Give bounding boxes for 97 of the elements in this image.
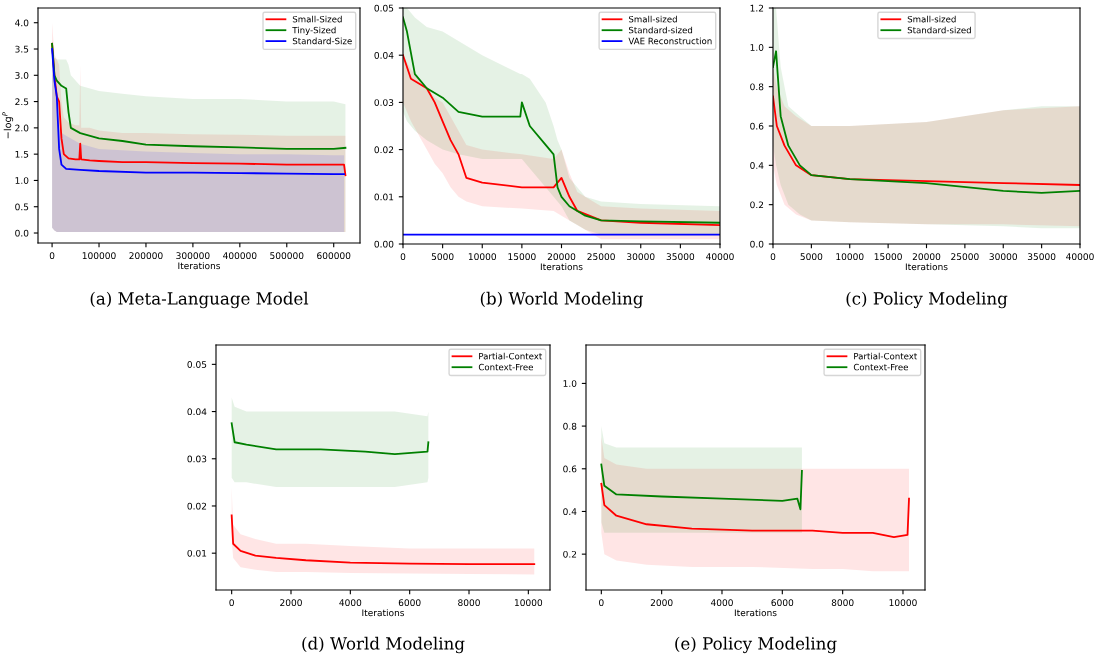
y-tick-label: 4.0: [15, 19, 29, 27]
text: (d) World Modeling: [302, 636, 465, 654]
x-tick-label: 100000: [82, 252, 116, 260]
x-tick-label: 200000: [129, 252, 163, 260]
x-tick-label: 5000: [431, 253, 454, 261]
legend-label: Standard-sized: [628, 26, 693, 34]
y-tick-label: 2.0: [15, 124, 29, 132]
y-tick-label: 0.02: [374, 146, 394, 154]
legend-label: Standard-sized: [907, 26, 971, 34]
legend-label: Context-Free: [853, 363, 908, 371]
line-series: [773, 50, 1080, 194]
y-tick-label: 0.8: [563, 422, 577, 430]
y-tick-label: 0.01: [187, 549, 207, 557]
text: (a) Meta-Language Model: [90, 291, 309, 309]
x-tick-label: 400000: [223, 252, 257, 260]
x-tick-label: 600000: [317, 252, 351, 260]
y-tick-label: 0.6: [563, 465, 577, 473]
x-tick-label: 300000: [176, 252, 210, 260]
x-axis-title: Iterations: [905, 263, 948, 271]
line-series: [600, 482, 910, 538]
y-tick-label: 0.8: [750, 83, 764, 91]
x-tick-label: 0: [400, 253, 406, 261]
legend-label: Standard-Size: [292, 37, 352, 45]
x-tick-label: 4000: [339, 599, 362, 607]
legend-label: Tiny-Sized: [292, 26, 336, 35]
text: (e) Policy Modeling: [675, 636, 837, 654]
x-tick-label: 20000: [912, 253, 941, 261]
x-tick-label: 10000: [836, 253, 864, 261]
y-tick-label: 0.03: [374, 99, 394, 106]
y-tick-label: 0.03: [187, 455, 207, 463]
y-tick-label: 0.04: [187, 408, 207, 416]
line-series: [600, 463, 803, 511]
y-tick-label: 0.05: [187, 361, 207, 368]
legend-label: Context-Free: [478, 363, 533, 371]
text: (b) World Modeling: [480, 291, 643, 309]
y-tick-label: 2.5: [15, 98, 29, 106]
x-tick-label: 20000: [547, 253, 576, 261]
line-series: [230, 514, 536, 565]
x-tick-label: 15000: [874, 253, 902, 261]
text: (c) Policy Modeling: [846, 291, 1008, 309]
x-axis-title: Iterations: [178, 262, 221, 270]
x-tick-label: 30000: [627, 253, 655, 261]
x-tick-label: 35000: [666, 253, 695, 261]
y-tick-label: 1.0: [563, 380, 577, 387]
x-tick-label: 6000: [398, 599, 421, 607]
y-tick-label: 0.00: [374, 240, 394, 248]
x-axis-title: Iterations: [734, 609, 777, 617]
y-tick-label: 1.0: [15, 177, 29, 184]
x-tick-label: 40000: [706, 253, 734, 261]
x-tick-label: 40000: [1066, 253, 1094, 261]
legend-label: Small-Sized: [292, 15, 342, 23]
x-tick-label: 15000: [508, 253, 536, 261]
legend-label: Small-sized: [907, 15, 956, 23]
y-tick-label: 0.4: [750, 162, 764, 169]
x-tick-label: 0: [229, 599, 234, 607]
y-tick-label: 0.2: [563, 550, 577, 558]
y-tick-label: 0.04: [374, 51, 394, 59]
line-series: [230, 422, 430, 455]
x-tick-label: 2000: [280, 599, 302, 607]
x-axis-title: Iterations: [362, 609, 405, 617]
legend-label: Partial-Context: [854, 352, 918, 360]
y-tick-label: 0.6: [750, 122, 764, 130]
x-tick-label: 10000: [889, 599, 917, 607]
x-axis-title: Iterations: [540, 263, 583, 271]
x-tick-label: 2000: [650, 599, 673, 607]
x-tick-label: 0: [49, 252, 55, 260]
y-tick-label: 1.5: [15, 151, 29, 158]
x-tick-label: 25000: [587, 253, 615, 261]
y-tick-label: 0.05: [374, 4, 394, 12]
y-tick-label: 0.5: [15, 203, 29, 211]
y-tick-label: 0.01: [374, 193, 394, 201]
x-tick-label: 8000: [831, 599, 854, 607]
y-tick-label: 0.0: [750, 240, 764, 248]
x-tick-label: 30000: [989, 253, 1018, 261]
y-axis-title: −log$^{P}$: [2, 112, 14, 139]
x-tick-label: 0: [770, 253, 776, 261]
y-tick-label: 0.2: [750, 201, 764, 209]
y-tick-label: 1.0: [750, 44, 764, 51]
x-tick-label: 6000: [771, 599, 794, 607]
x-tick-label: 4000: [710, 599, 733, 607]
x-tick-label: 10000: [468, 253, 497, 261]
x-tick-label: 8000: [458, 599, 480, 607]
legend-label: Partial-Context: [479, 352, 543, 360]
legend-label: Small-sized: [628, 15, 677, 23]
x-tick-label: 10000: [514, 599, 543, 607]
x-tick-label: 500000: [270, 252, 304, 260]
x-tick-label: 35000: [1027, 253, 1056, 261]
y-tick-label: 1.2: [750, 4, 764, 12]
x-tick-label: 5000: [800, 253, 823, 261]
y-tick-label: 3.0: [15, 72, 29, 79]
y-tick-label: 0.4: [563, 508, 577, 516]
legend-label: VAE Reconstruction: [628, 37, 712, 45]
y-tick-label: 0.02: [187, 502, 207, 510]
y-tick-label: 0.0: [15, 229, 29, 237]
y-tick-label: 3.5: [15, 45, 29, 53]
x-tick-label: 25000: [951, 253, 979, 261]
x-tick-label: 0: [599, 599, 604, 607]
